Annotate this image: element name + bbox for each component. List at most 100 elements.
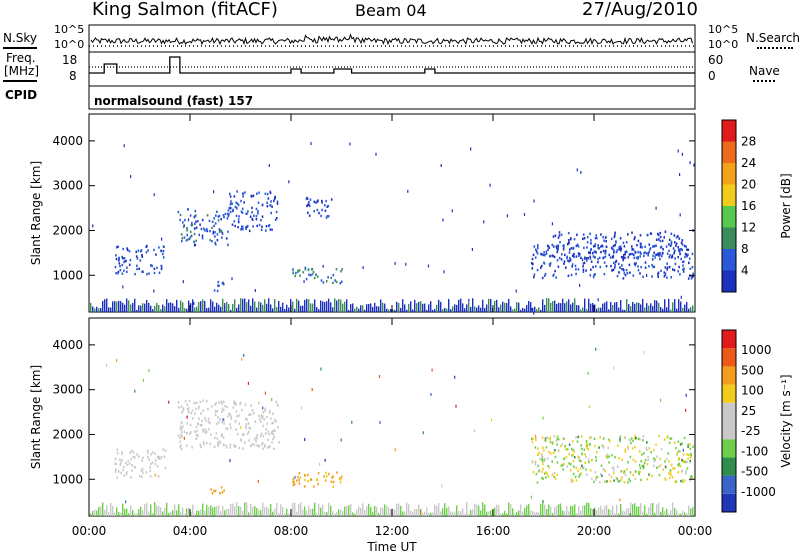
velocity-cell <box>336 471 338 474</box>
power-cell <box>659 235 662 239</box>
velocity-ground-scatter <box>672 502 674 516</box>
velocity-speckle <box>294 475 296 479</box>
velocity-cell <box>200 445 202 449</box>
velocity-speckle <box>474 429 476 433</box>
power-ground-scatter <box>640 304 642 312</box>
velocity-ground-scatter <box>282 507 284 516</box>
velocity-cell <box>537 447 539 450</box>
velocity-cell <box>692 445 694 448</box>
power-ground-scatter <box>532 307 534 312</box>
power-cell <box>692 275 694 278</box>
velocity-cell <box>179 440 181 443</box>
power-cell <box>558 231 561 234</box>
velocity-cell <box>339 481 342 484</box>
power-speckle <box>655 206 657 210</box>
power-cell <box>556 259 559 262</box>
nsearch-tick-top: 10^5 <box>708 23 739 36</box>
velocity-cell <box>147 455 149 459</box>
beam-title: Beam 04 <box>355 1 427 20</box>
power-ground-scatter <box>120 301 122 312</box>
power-cell <box>679 273 681 276</box>
velocity-cell <box>685 470 687 473</box>
power-cell <box>544 253 546 257</box>
power-cell <box>663 271 666 274</box>
power-cell <box>251 206 253 210</box>
velocity-cell <box>224 405 226 408</box>
velocity-ground-scatter <box>412 511 414 516</box>
power-cell <box>678 250 681 253</box>
velocity-ground-scatter <box>606 505 608 516</box>
power-ground-scatter <box>236 307 238 312</box>
power-ground-scatter <box>338 299 340 312</box>
velocity-cell <box>177 401 180 404</box>
velocity-cell <box>621 458 623 461</box>
velocity-cell <box>233 402 235 405</box>
power-cell <box>570 273 573 277</box>
velocity-cell <box>632 473 634 477</box>
velocity-speckle <box>257 479 259 483</box>
velocity-cell <box>653 464 655 468</box>
power-cell <box>566 242 569 246</box>
velocity-cell <box>632 439 634 443</box>
power-cell <box>563 260 566 263</box>
power-ground-scatter <box>98 308 100 312</box>
velocity-cell <box>121 452 123 456</box>
power-ground-scatter <box>226 301 228 312</box>
power-cell <box>557 265 560 268</box>
velocity-ground-scatter <box>288 513 290 516</box>
velocity-cell <box>553 475 555 479</box>
power-cell <box>659 231 661 235</box>
velocity-ground-scatter <box>304 506 306 516</box>
power-ground-scatter <box>414 299 416 312</box>
power-speckle <box>288 180 290 184</box>
velocity-cell <box>547 464 549 468</box>
power-speckle <box>153 289 155 293</box>
velocity-ground-scatter <box>660 511 662 516</box>
velocity-ground-scatter <box>654 512 656 516</box>
power-speckle <box>182 280 184 284</box>
velocity-cell <box>675 446 677 450</box>
velocity-cell <box>543 438 546 442</box>
velocity-cell <box>578 455 580 459</box>
power-ground-scatter <box>188 300 190 312</box>
power-cell <box>651 264 653 267</box>
velocity-cell <box>629 479 631 483</box>
power-ground-scatter <box>564 303 566 312</box>
power-cell <box>190 234 193 238</box>
velocity-cell <box>550 452 552 455</box>
velocity-cell <box>654 458 656 461</box>
power-ground-scatter <box>268 298 270 312</box>
velocity-cell <box>210 488 212 491</box>
power-cell <box>577 268 580 271</box>
power-cell <box>315 201 317 204</box>
power-cell <box>217 219 220 222</box>
velocity-cell <box>338 477 341 480</box>
power-cell <box>233 220 236 223</box>
power-ground-scatter <box>380 299 382 312</box>
velocity-cell <box>244 403 247 406</box>
velocity-ground-scatter <box>92 511 94 516</box>
power-ground-scatter <box>358 308 360 312</box>
power-cell <box>663 236 665 239</box>
velocity-cell <box>261 416 264 420</box>
power-cell <box>211 226 213 229</box>
velocity-speckle <box>264 391 266 395</box>
power-ground-scatter <box>670 309 672 312</box>
power-cell <box>552 245 555 248</box>
power-speckle <box>405 262 407 266</box>
power-cell <box>575 244 578 248</box>
velocity-ground-scatter <box>636 506 638 516</box>
power-cell <box>605 240 607 243</box>
velocity-ground-scatter <box>460 511 462 516</box>
velocity-cell <box>563 457 566 460</box>
power-cell <box>635 256 638 259</box>
power-colorbar-tick-label: 12 <box>741 221 756 235</box>
power-cell <box>602 249 605 253</box>
velocity-cell <box>239 401 242 405</box>
power-cell <box>668 238 671 241</box>
power-speckle <box>533 311 535 315</box>
power-cell <box>153 271 156 275</box>
power-cell <box>218 284 220 288</box>
velocity-colorbar-tick-label: -100 <box>741 444 768 458</box>
power-cell <box>227 214 230 218</box>
